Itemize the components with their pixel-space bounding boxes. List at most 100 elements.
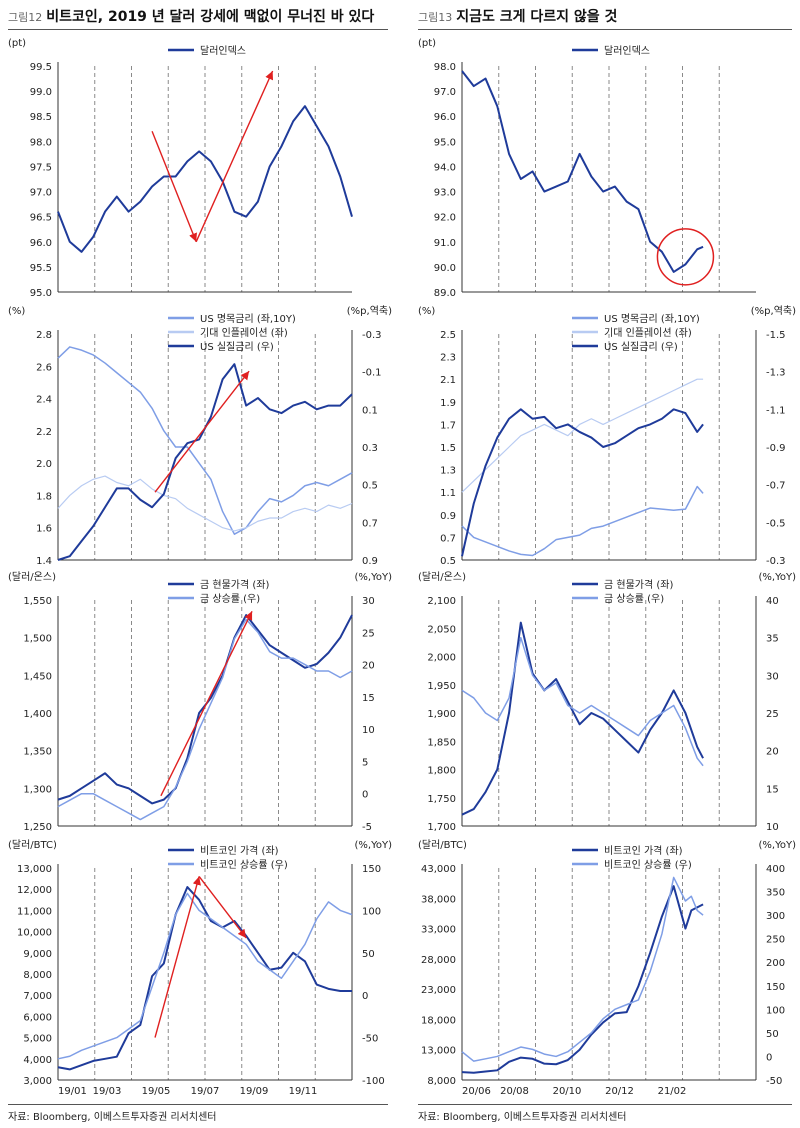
- annotation-arrow: [198, 876, 247, 939]
- y2-tick-label: 0.7: [362, 518, 378, 529]
- series-line: [57, 892, 353, 1060]
- figure-13-source: 자료: Bloomberg, 이베스트투자증권 리서치센터: [418, 1112, 627, 1123]
- figure-12-title: 비트코인, 2019 년 달러 강세에 맥없이 무너진 바 있다: [46, 9, 375, 25]
- x-tick-label: 19/11: [289, 1086, 318, 1096]
- legend-label: 달러인덱스: [604, 45, 650, 57]
- y2-tick-label: 30: [766, 671, 779, 682]
- figure-12-source: 자료: Bloomberg, 이베스트투자증권 리서치센터: [8, 1112, 217, 1123]
- y-tick-label: 98.0: [30, 137, 52, 148]
- y2-tick-label: 25: [362, 628, 375, 639]
- y-tick-label: 1.4: [36, 556, 52, 567]
- legend-label: 기대 인플레이션 (좌): [604, 327, 692, 339]
- y-tick-label: 2.5: [440, 330, 456, 341]
- chart-bitcoin-2020: (달러/BTC) (%,YoY) 8,000 13,000 18,000 23,000 28…: [418, 839, 796, 1096]
- left-unit-label: (pt): [8, 38, 26, 49]
- x-tick-label: 19/09: [240, 1086, 269, 1096]
- y-tick-label: 1,500: [23, 634, 52, 645]
- right-unit-label: (%,YoY): [355, 572, 393, 583]
- figure-12-top-rule: [8, 29, 388, 30]
- y-tick-label: 9,000: [23, 949, 52, 960]
- y-tick-label: 1,350: [23, 747, 52, 758]
- y-tick-label: 1.9: [440, 398, 456, 409]
- y2-tick-label: 20: [362, 661, 375, 672]
- figure-12-number: 그림12: [8, 11, 43, 24]
- y-tick-label: 11,000: [17, 906, 52, 917]
- y-tick-label: 7,000: [23, 991, 52, 1002]
- left-unit-label: (달러/온스): [8, 571, 56, 583]
- y2-tick-label: 10: [362, 725, 375, 736]
- y2-tick-label: 100: [362, 906, 381, 917]
- left-unit-label: (달러/BTC): [8, 839, 57, 851]
- y2-tick-label: 250: [766, 935, 785, 946]
- y-tick-label: 0.5: [440, 556, 456, 567]
- y-tick-label: 2.8: [36, 330, 52, 341]
- y2-tick-label: -50: [766, 1076, 782, 1087]
- y-tick-label: 4,000: [23, 1055, 52, 1066]
- y2-tick-label: 30: [362, 596, 375, 607]
- series-line: [57, 475, 353, 532]
- left-unit-label: (달러/BTC): [418, 839, 467, 851]
- x-tick-label: 19/03: [93, 1086, 122, 1096]
- figure-13-top-rule: [418, 29, 792, 30]
- y2-tick-label: 10: [766, 822, 779, 833]
- series-line: [461, 408, 704, 557]
- y-tick-label: 95.0: [434, 137, 456, 148]
- y-tick-label: 33,000: [421, 925, 456, 936]
- chart-us-rates-2019: (%) (%p,역축) 1.4 1.6 1.8 2.0 2.2 2.4 2.6 2.8 0.9 0.7…: [8, 305, 392, 567]
- y-tick-label: 1,250: [23, 822, 52, 833]
- y-tick-label: 23,000: [421, 985, 456, 996]
- y-tick-label: 1,850: [427, 737, 456, 748]
- y2-tick-label: 0.5: [362, 481, 378, 492]
- y2-tick-label: 150: [362, 864, 381, 875]
- y2-tick-label: -0.1: [362, 368, 382, 379]
- figure-13-header: 그림13 지금도 크게 다르지 않을 것: [418, 6, 617, 28]
- y-tick-label: 28,000: [421, 955, 456, 966]
- y2-tick-label: 300: [766, 911, 785, 922]
- y2-tick-label: -100: [362, 1076, 385, 1087]
- x-tick-label: 20/10: [553, 1086, 582, 1096]
- y2-tick-label: 35: [766, 634, 779, 645]
- y-tick-label: 95.0: [30, 288, 52, 299]
- y-tick-label: 3,000: [23, 1076, 52, 1087]
- series-line: [461, 885, 704, 1074]
- series-line: [57, 105, 353, 253]
- y2-tick-label: 25: [766, 709, 779, 720]
- legend-label: 금 현물가격 (좌): [604, 578, 673, 591]
- y-tick-label: 96.0: [30, 238, 52, 249]
- y2-tick-label: 0.1: [362, 405, 378, 416]
- annotation-circle: [656, 228, 715, 286]
- y2-tick-label: 15: [766, 784, 779, 795]
- y2-tick-label: 50: [362, 949, 375, 960]
- y-tick-label: 8,000: [23, 970, 52, 981]
- y-tick-label: 2.3: [440, 353, 456, 364]
- y-tick-label: 1.7: [440, 420, 456, 431]
- legend-label: 비트코인 상승률 (우): [200, 859, 288, 871]
- y-tick-label: 13,000: [17, 864, 52, 875]
- y-tick-label: 5,000: [23, 1034, 52, 1045]
- y-tick-label: 1,700: [427, 822, 456, 833]
- chart-dollar-index-2020: (pt) 89.0 90.0 91.0 92.0 93.0 94.0 95.0 96.0 97.0…: [418, 38, 756, 299]
- y-tick-label: 91.0: [434, 238, 456, 249]
- figure-13-number: 그림13: [418, 11, 453, 24]
- left-unit-label: (%): [418, 306, 435, 317]
- series-line: [461, 70, 704, 273]
- chart-bitcoin-2019: (달러/BTC) (%,YoY) 3,000 4,000 5,000 6,000 7,000…: [8, 839, 392, 1096]
- y-tick-label: 8,000: [427, 1076, 456, 1087]
- y2-tick-label: -1.1: [766, 405, 786, 416]
- series-line: [461, 621, 704, 816]
- chart-gold-2020: (달러/온스) (%,YoY) 1,700 1,750 1,800 1,850 1,900 1…: [418, 571, 797, 833]
- y-tick-label: 43,000: [421, 864, 456, 875]
- series-line: [57, 346, 353, 535]
- y-tick-label: 1,900: [427, 709, 456, 720]
- y-tick-label: 1.1: [440, 488, 456, 499]
- y2-tick-label: 40: [766, 596, 779, 607]
- y2-tick-label: -1.3: [766, 368, 786, 379]
- right-unit-label: (%,YoY): [759, 572, 797, 583]
- legend-label: US 실질금리 (우): [200, 341, 274, 353]
- x-tick-label: 21/02: [658, 1086, 687, 1096]
- y2-tick-label: 100: [766, 1005, 785, 1016]
- y-tick-label: 6,000: [23, 1012, 52, 1023]
- y-tick-label: 0.7: [440, 533, 456, 544]
- series-line: [461, 876, 704, 1062]
- y-tick-label: 1,450: [23, 671, 52, 682]
